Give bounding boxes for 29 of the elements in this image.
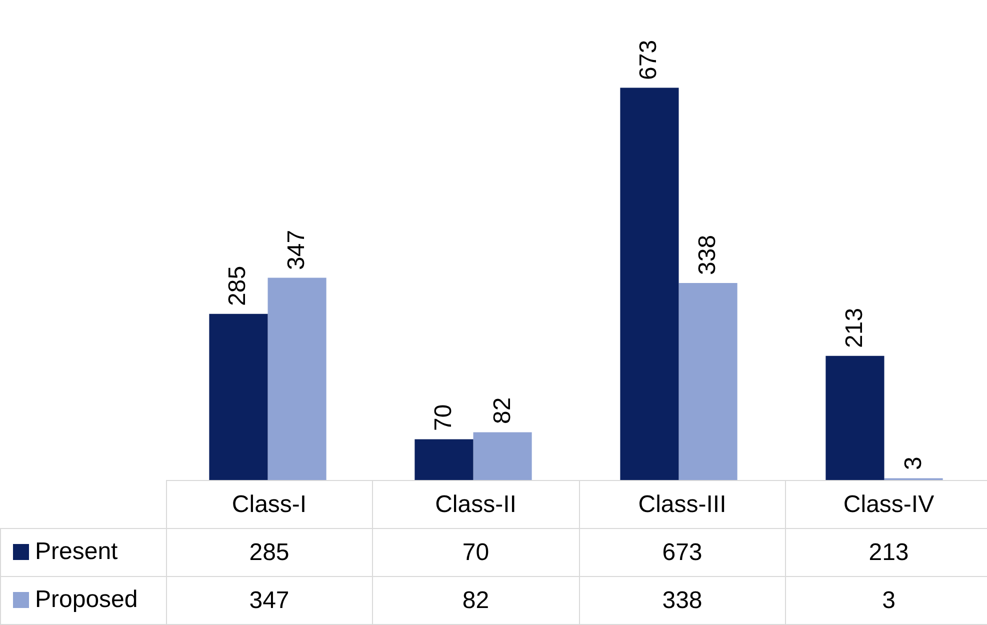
data-label: 285 [166, 528, 372, 576]
annotation: 213 [840, 308, 869, 348]
x-tick-label: Class-III [579, 480, 786, 528]
bar [826, 356, 884, 480]
annotation: 338 [694, 234, 722, 275]
data-label: 70 [372, 528, 579, 576]
x-tick-label: Class-IV [786, 480, 987, 528]
legend-label: Present [35, 538, 118, 566]
bar [473, 432, 532, 480]
legend-label: Proposed [35, 586, 138, 614]
annotation: 70 [430, 404, 458, 432]
data-label: 338 [579, 576, 786, 624]
annotation: 82 [488, 398, 517, 424]
bar [209, 314, 268, 480]
bar [620, 88, 679, 480]
bar [268, 278, 326, 480]
text: 673 [635, 40, 664, 80]
bar [414, 439, 474, 480]
annotation: 347 [283, 230, 312, 270]
data-label: 673 [579, 528, 786, 576]
annotation: 3 [900, 456, 928, 470]
bar [678, 282, 738, 480]
data-label: 347 [166, 576, 372, 624]
data-label: 3 [786, 576, 987, 624]
data-label: 213 [786, 528, 987, 576]
x-tick-label: Class-II [372, 480, 579, 528]
annotation: 285 [224, 266, 252, 306]
x-tick-label: Class-I [166, 480, 372, 528]
data-label: 82 [372, 576, 579, 624]
